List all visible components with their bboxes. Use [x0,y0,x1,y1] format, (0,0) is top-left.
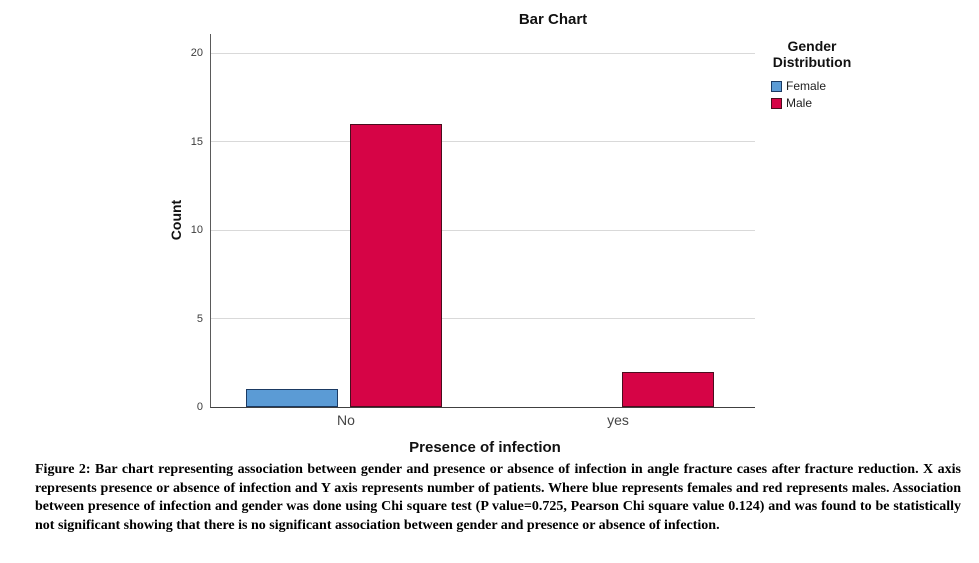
gridline-15 [211,141,755,142]
legend-title: Gender Distribution [754,38,870,70]
legend-title-line1: Gender [787,38,837,54]
plot-area [210,34,755,408]
y-tick-0: 0 [196,401,203,413]
legend: Gender Distribution Female Male [754,38,870,113]
legend-item-female: Female [771,79,870,93]
legend-swatch-female [771,80,782,92]
legend-label-male: Male [786,96,813,110]
figure-caption: Figure 2: Bar chart representing associa… [35,462,961,533]
legend-items: Female Male [754,79,870,110]
legend-item-male: Male [771,96,870,110]
bar-male-yes [622,371,714,407]
y-tick-15: 15 [190,135,203,148]
legend-label-female: Female [786,79,827,93]
y-axis-tick-labels: 0 5 10 15 20 [150,34,203,413]
gridline-10 [211,229,755,231]
x-tick-yes: yes [607,412,629,428]
legend-swatch-male [771,97,782,109]
gridline-5 [211,318,755,319]
chart-title: Bar Chart [518,11,588,28]
y-tick-20: 20 [190,47,203,59]
y-tick-5: 5 [196,312,203,325]
legend-title-line2: Distribution [772,54,852,70]
bar-female-no [246,389,338,407]
x-tick-no: No [337,412,355,428]
x-axis-title: Presence of infection [409,439,561,456]
y-tick-10: 10 [190,224,203,236]
bar-male-no [350,123,442,407]
gridline-20 [211,52,755,54]
